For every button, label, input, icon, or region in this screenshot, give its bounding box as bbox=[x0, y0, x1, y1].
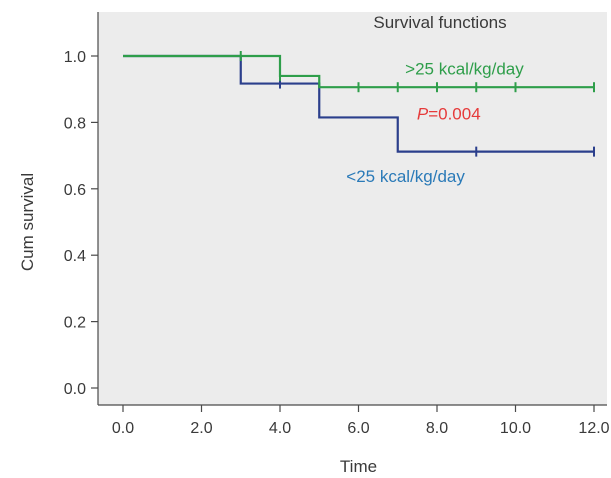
x-axis-label: Time bbox=[340, 457, 377, 476]
chart-title: Survival functions bbox=[373, 13, 506, 32]
y-tick-label: 0.4 bbox=[64, 248, 86, 265]
x-tick-label: 6.0 bbox=[347, 420, 369, 437]
y-axis-label: Cum survival bbox=[18, 173, 37, 271]
y-tick-label: 0.2 bbox=[64, 315, 86, 332]
x-tick-label: 8.0 bbox=[426, 420, 448, 437]
y-tick-label: 0.0 bbox=[64, 381, 86, 398]
annotation-label: P=0.004 bbox=[417, 105, 481, 124]
annotation-layer: >25 kcal/kg/day P=0.004 <25 kcal/kg/day bbox=[346, 59, 524, 186]
x-tick-label: 2.0 bbox=[190, 420, 212, 437]
y-tick-label: 0.6 bbox=[64, 182, 86, 199]
x-tick-label: 0.0 bbox=[112, 420, 134, 437]
plot-area bbox=[98, 12, 607, 405]
y-tick-label: 0.8 bbox=[64, 115, 86, 132]
axes: 0.0 0.2 0.4 0.6 0.8 1.0 0.0 2.0 4.0 6.0 8.0 10.0 12.… bbox=[64, 12, 610, 437]
x-tick-label: 12.0 bbox=[578, 420, 609, 437]
series-layer bbox=[123, 51, 595, 157]
x-tick-label: 4.0 bbox=[269, 420, 291, 437]
x-tick-label: 10.0 bbox=[500, 420, 531, 437]
series-line bbox=[123, 54, 594, 89]
y-tick-label: 1.0 bbox=[64, 49, 86, 66]
annotation-label: >25 kcal/kg/day bbox=[405, 59, 524, 78]
annotation-label: <25 kcal/kg/day bbox=[346, 167, 465, 186]
